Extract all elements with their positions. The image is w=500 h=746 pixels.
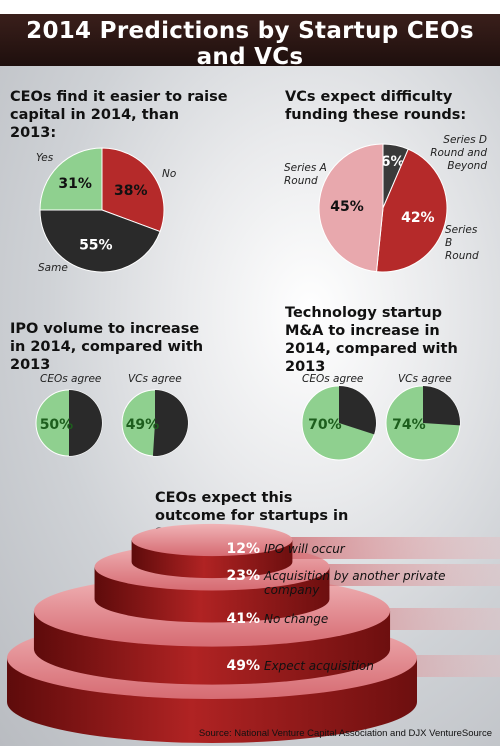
- mna-vcs-rest-slice: [423, 386, 461, 426]
- outcome-label-2: Acquisition by another private company: [264, 569, 446, 597]
- ipo-ceos-value: 50%: [40, 417, 74, 433]
- outcome-pct-1: 12%: [226, 541, 260, 557]
- pie2-value-2: 45%: [330, 199, 364, 215]
- mna-vcs-label: VCs agree: [398, 373, 452, 385]
- pie1-label-yes: Yes: [36, 152, 54, 164]
- pie1-slice-2: [39, 147, 103, 211]
- page-title: 2014 Predictions by Startup CEOs and VCs: [26, 18, 474, 70]
- pie2-value-1: 42%: [401, 210, 435, 226]
- outcome-label-3: No change: [264, 612, 329, 626]
- outcome-pct-3: 41%: [226, 611, 260, 627]
- source-note: Source: National Venture Capital Associa…: [198, 728, 492, 739]
- pie1-label-same: Same: [38, 262, 68, 274]
- pie2-slice-2: [318, 143, 384, 273]
- pie1-value-1: 55%: [79, 237, 113, 253]
- ipo-heading: IPO volume to increase in 2014, compared…: [10, 321, 204, 373]
- pie2-label-series-d: Series D Round and Beyond: [430, 134, 487, 172]
- mna-ceos-value: 70%: [308, 417, 342, 433]
- ceo-capital-heading: CEOs find it easier to raise capital in …: [10, 89, 228, 141]
- outcome-label-1: IPO will occur: [264, 542, 345, 556]
- pie2-label-series-b: Series B Round: [445, 224, 479, 262]
- ipo-ceos-rest-slice: [69, 390, 102, 456]
- outcome-pct-4: 49%: [226, 658, 260, 674]
- pie1-value-0: 38%: [114, 183, 148, 199]
- pie2-label-series-a: Series A Round: [284, 162, 327, 187]
- pie1-value-2: 31%: [58, 176, 92, 192]
- mna-heading: Technology startup M&A to increase in 20…: [285, 305, 458, 375]
- outcome-cylinder-top-1: [131, 523, 293, 557]
- mna-ceos-label: CEOs agree: [302, 373, 364, 385]
- ipo-vcs-value: 49%: [126, 417, 160, 433]
- outcome-pct-2: 23%: [226, 568, 260, 584]
- pie1-slice-1: [39, 209, 161, 273]
- title-bar: 2014 Predictions by Startup CEOs and VCs: [0, 0, 500, 70]
- pie1-slice-0: [101, 147, 165, 233]
- pie2-slice-1: [375, 148, 448, 273]
- ipo-vcs-label: VCs agree: [128, 373, 182, 385]
- outcome-label-4: Expect acquisition: [264, 659, 374, 673]
- mna-ceos-rest-slice: [339, 386, 376, 435]
- mna-vcs-value: 74%: [392, 417, 426, 433]
- pie1-label-no: No: [162, 168, 177, 180]
- vc-rounds-heading: VCs expect difficulty funding these roun…: [285, 89, 467, 123]
- ipo-ceos-label: CEOs agree: [40, 373, 102, 385]
- ipo-vcs-rest-slice: [152, 390, 188, 456]
- pie2-value-0: 6%: [381, 154, 405, 170]
